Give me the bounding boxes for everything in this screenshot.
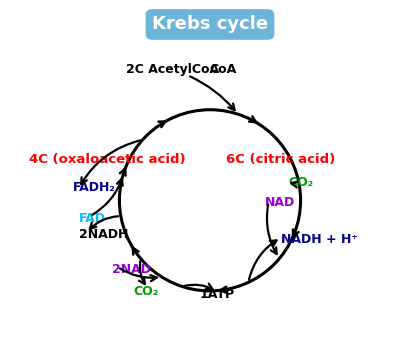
Text: 6C (citric acid): 6C (citric acid) bbox=[226, 153, 336, 166]
Text: FADH₂: FADH₂ bbox=[73, 182, 116, 194]
Text: CoA: CoA bbox=[210, 63, 237, 76]
Text: 2NAD: 2NAD bbox=[112, 263, 151, 276]
Text: 4C (oxaloacetic acid): 4C (oxaloacetic acid) bbox=[29, 153, 185, 166]
Text: Krebs cycle: Krebs cycle bbox=[152, 15, 268, 34]
Text: CO₂: CO₂ bbox=[288, 176, 313, 189]
Text: NADH + H⁺: NADH + H⁺ bbox=[281, 233, 358, 246]
Text: 2NADH: 2NADH bbox=[79, 228, 128, 241]
Text: 1ATP: 1ATP bbox=[200, 288, 235, 301]
Text: 2C AcetylCoA: 2C AcetylCoA bbox=[126, 63, 219, 76]
Text: CO₂: CO₂ bbox=[134, 285, 159, 298]
Text: NAD: NAD bbox=[265, 195, 295, 209]
Text: FAD: FAD bbox=[79, 212, 105, 224]
